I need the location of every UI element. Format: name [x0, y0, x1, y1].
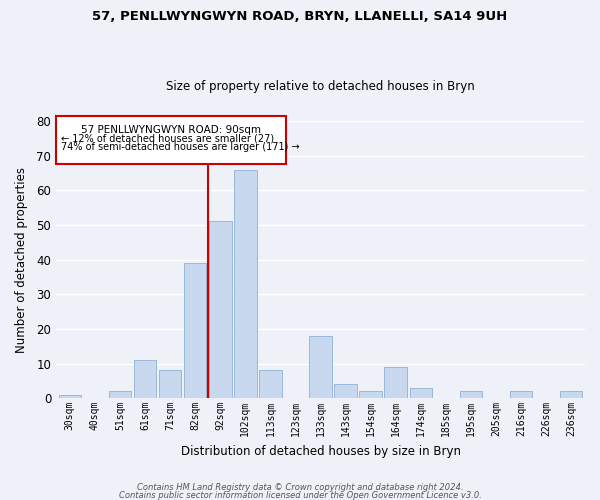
Bar — [460, 391, 482, 398]
Bar — [385, 367, 407, 398]
Bar — [334, 384, 357, 398]
Bar — [209, 222, 232, 398]
Text: 57, PENLLWYNGWYN ROAD, BRYN, LLANELLI, SA14 9UH: 57, PENLLWYNGWYN ROAD, BRYN, LLANELLI, S… — [92, 10, 508, 23]
Bar — [510, 391, 532, 398]
Y-axis label: Number of detached properties: Number of detached properties — [15, 166, 28, 352]
Bar — [184, 263, 206, 398]
Bar — [159, 370, 181, 398]
Bar — [234, 170, 257, 398]
FancyBboxPatch shape — [56, 116, 286, 164]
Text: 57 PENLLWYNGWYN ROAD: 90sqm: 57 PENLLWYNGWYN ROAD: 90sqm — [81, 125, 261, 135]
Bar — [560, 391, 583, 398]
Bar — [309, 336, 332, 398]
Bar — [109, 391, 131, 398]
X-axis label: Distribution of detached houses by size in Bryn: Distribution of detached houses by size … — [181, 444, 461, 458]
Bar — [359, 391, 382, 398]
Bar — [410, 388, 432, 398]
Text: 74% of semi-detached houses are larger (171) →: 74% of semi-detached houses are larger (… — [61, 142, 300, 152]
Bar — [59, 394, 81, 398]
Title: Size of property relative to detached houses in Bryn: Size of property relative to detached ho… — [166, 80, 475, 94]
Bar — [259, 370, 281, 398]
Bar — [134, 360, 157, 398]
Text: Contains HM Land Registry data © Crown copyright and database right 2024.: Contains HM Land Registry data © Crown c… — [137, 484, 463, 492]
Text: Contains public sector information licensed under the Open Government Licence v3: Contains public sector information licen… — [119, 490, 481, 500]
Text: ← 12% of detached houses are smaller (27): ← 12% of detached houses are smaller (27… — [61, 134, 274, 143]
